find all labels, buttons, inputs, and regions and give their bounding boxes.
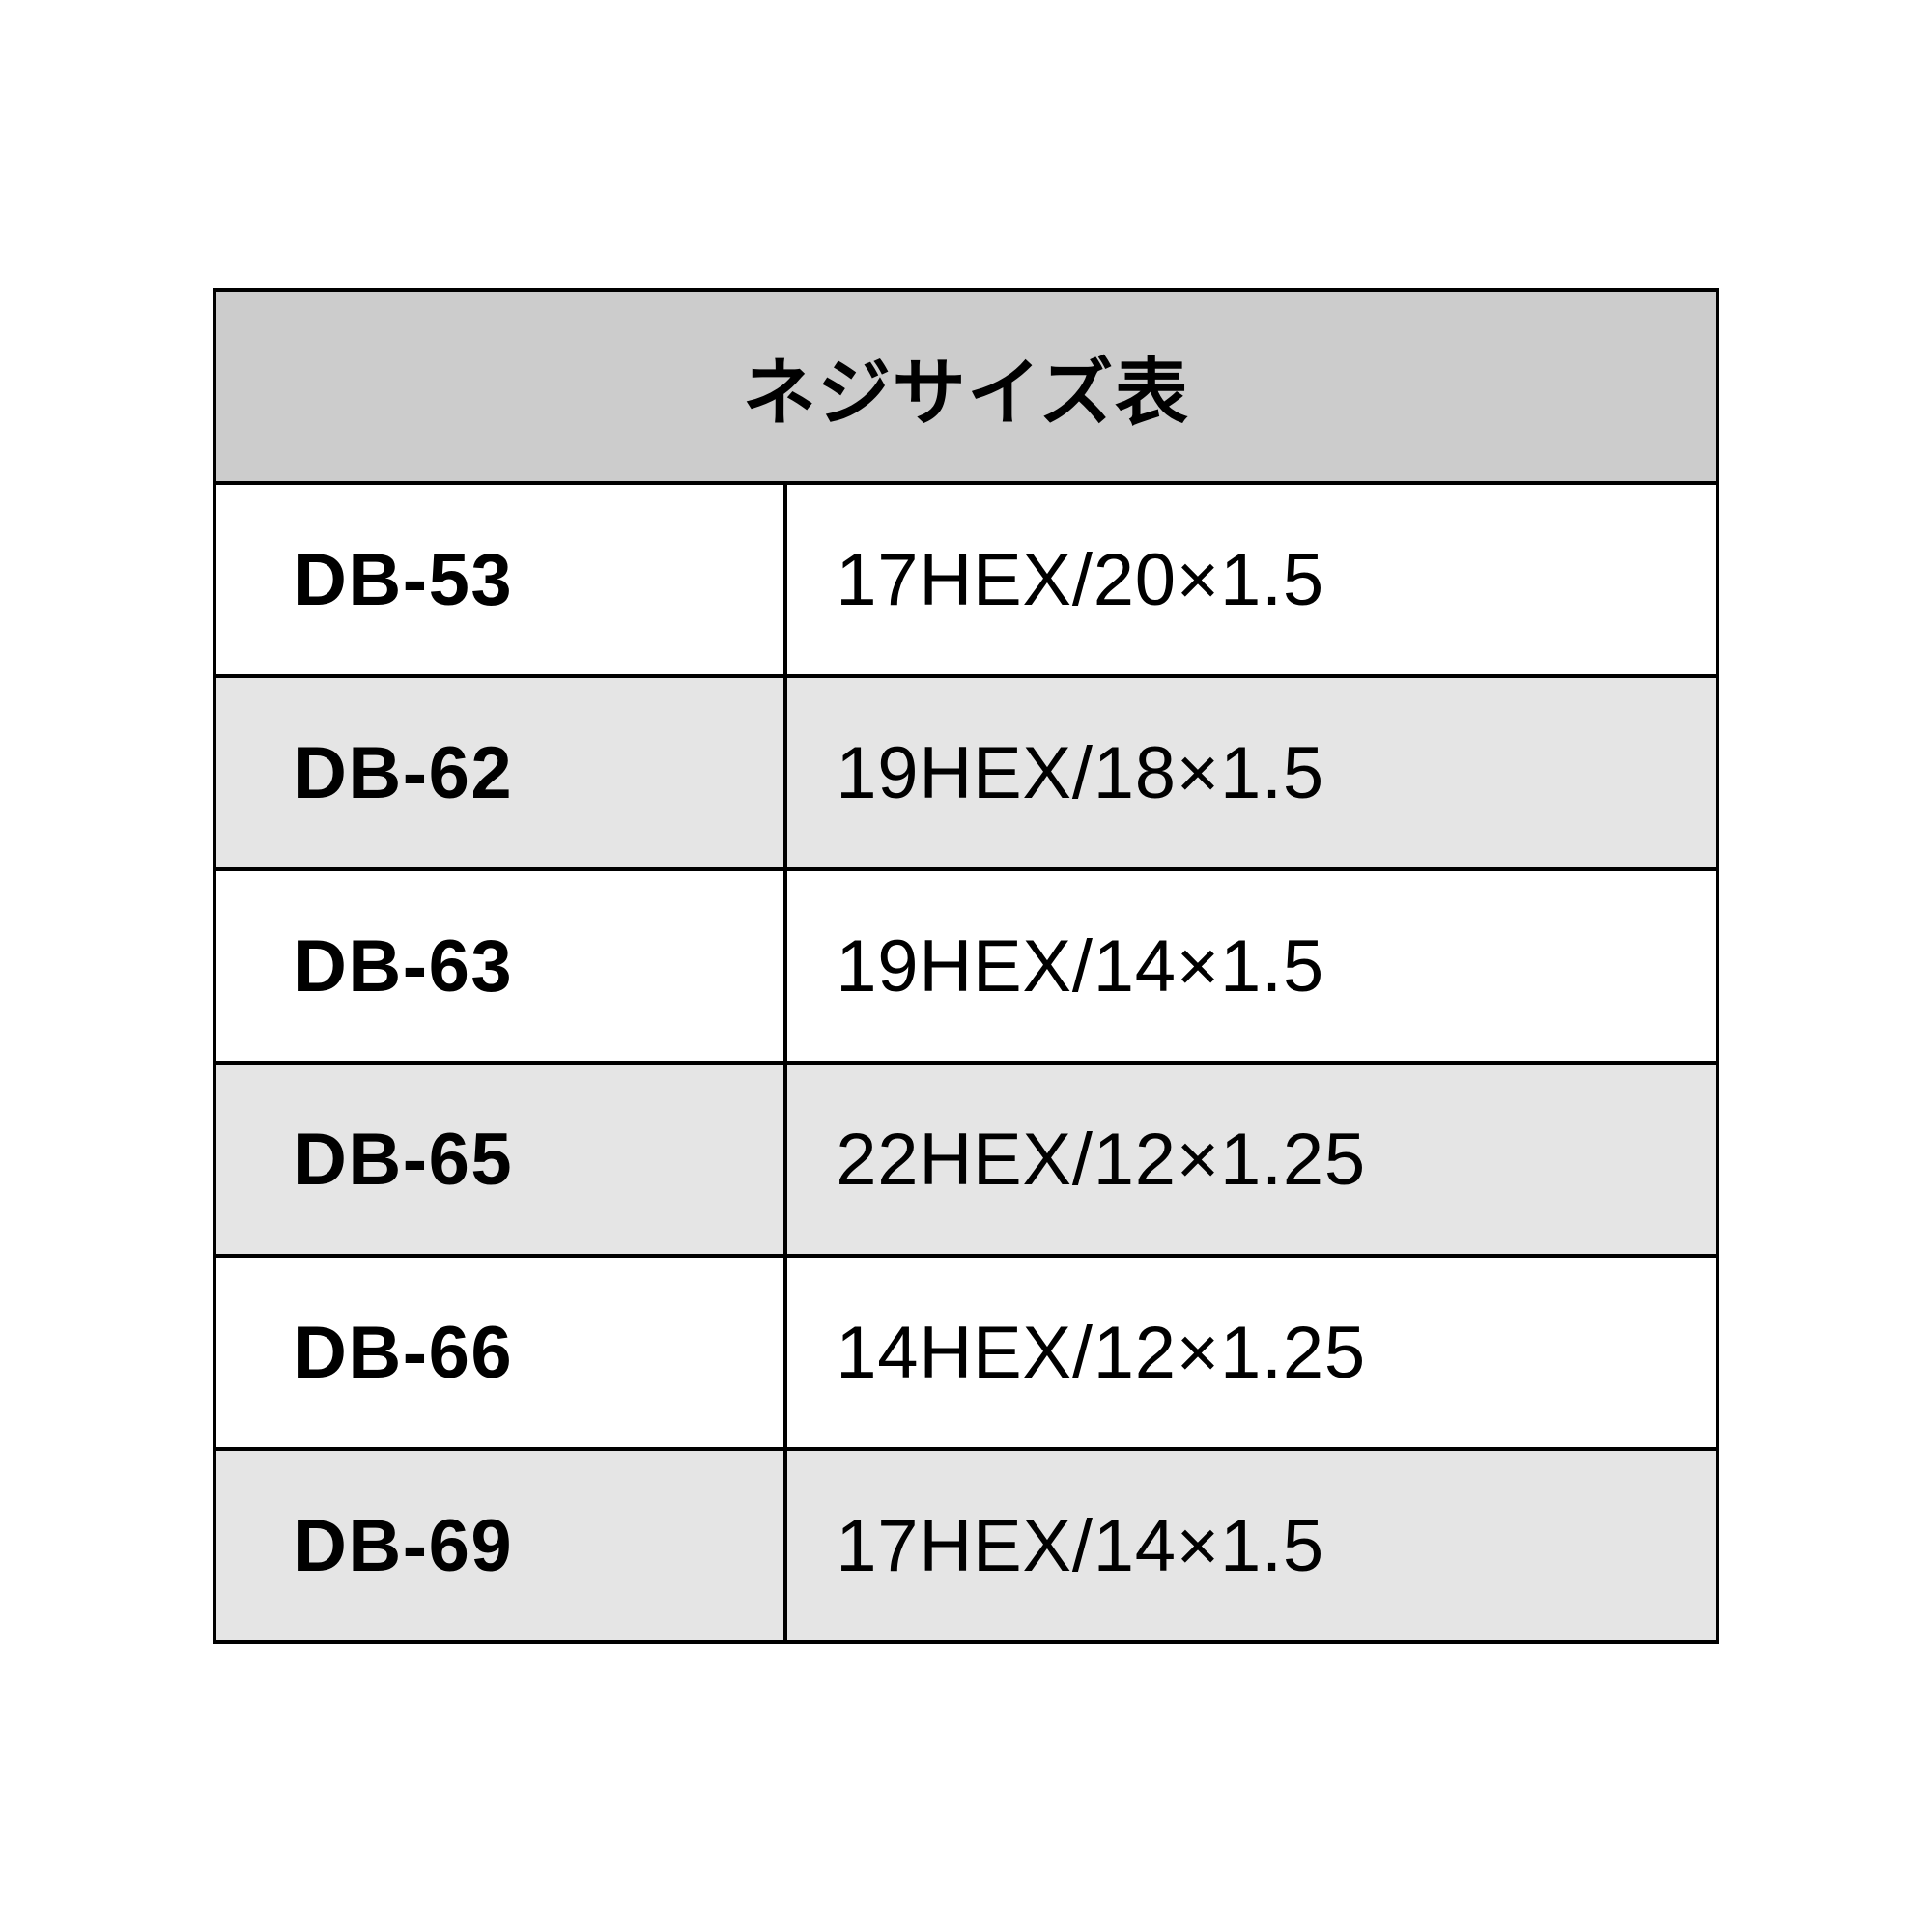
table-row: DB-53 17HEX/20×1.5 [214,483,1718,676]
screw-size-table: ネジサイズ表 DB-53 17HEX/20×1.5 DB-62 19HEX/18… [213,288,1719,1644]
product-code: DB-65 [214,1063,785,1256]
table-title: ネジサイズ表 [214,290,1718,483]
screw-spec: 17HEX/14×1.5 [785,1449,1718,1642]
table-body: DB-53 17HEX/20×1.5 DB-62 19HEX/18×1.5 DB… [214,483,1718,1642]
table-row: DB-66 14HEX/12×1.25 [214,1256,1718,1449]
screw-spec: 14HEX/12×1.25 [785,1256,1718,1449]
screw-spec: 17HEX/20×1.5 [785,483,1718,676]
product-code: DB-62 [214,676,785,869]
product-code: DB-63 [214,869,785,1063]
table-row: DB-65 22HEX/12×1.25 [214,1063,1718,1256]
screw-spec: 19HEX/18×1.5 [785,676,1718,869]
product-code: DB-53 [214,483,785,676]
table-row: DB-62 19HEX/18×1.5 [214,676,1718,869]
screw-spec: 22HEX/12×1.25 [785,1063,1718,1256]
screw-spec: 19HEX/14×1.5 [785,869,1718,1063]
product-code: DB-69 [214,1449,785,1642]
table-row: DB-63 19HEX/14×1.5 [214,869,1718,1063]
table-row: DB-69 17HEX/14×1.5 [214,1449,1718,1642]
table-header-row: ネジサイズ表 [214,290,1718,483]
product-code: DB-66 [214,1256,785,1449]
screw-size-table-container: ネジサイズ表 DB-53 17HEX/20×1.5 DB-62 19HEX/18… [213,288,1719,1644]
